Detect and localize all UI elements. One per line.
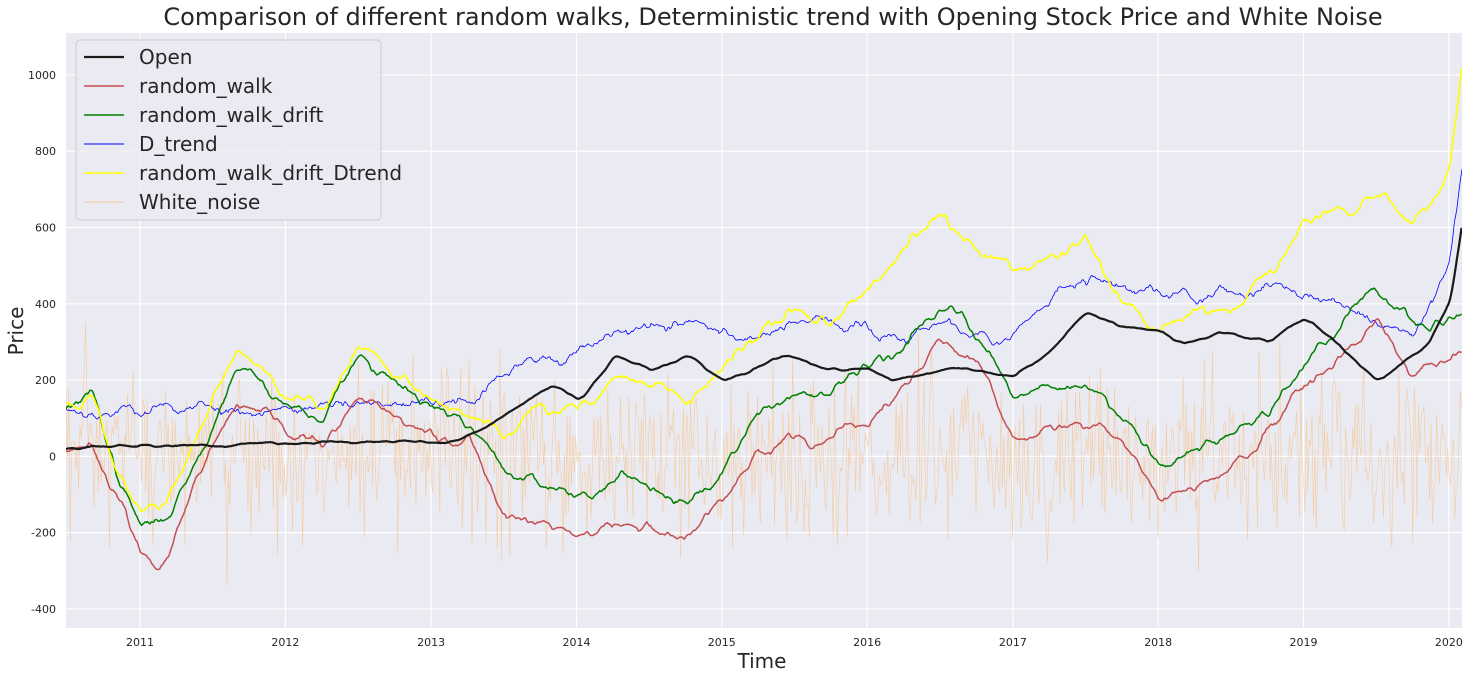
y-tick-label: 600 <box>35 222 56 235</box>
y-axis-label: Price <box>4 307 28 356</box>
x-tick-label: 2015 <box>708 636 736 649</box>
legend-label: random_walk_drift <box>139 103 323 127</box>
x-tick-label: 2020 <box>1435 636 1463 649</box>
x-tick-label: 2011 <box>126 636 154 649</box>
legend: Open random_walk random_walk_drift D_trendr… <box>75 39 402 221</box>
legend-label: D_trend <box>139 132 218 156</box>
legend-label: White_noise <box>139 190 260 214</box>
y-tick-label: 0 <box>49 450 56 463</box>
legend-label: random_walk_drift_Dtrend <box>139 161 402 185</box>
x-tick-label: 2014 <box>562 636 590 649</box>
y-tick-label: 200 <box>35 374 56 387</box>
y-tick-label: 1000 <box>28 69 56 82</box>
legend-label: random_walk <box>139 74 273 98</box>
y-tick-label: -400 <box>31 603 56 616</box>
series-line-D_trend <box>66 169 1462 420</box>
legend-label: Open <box>139 45 192 69</box>
series-line-random_walk <box>66 318 1462 571</box>
x-tick-label: 2019 <box>1290 636 1318 649</box>
legend-box <box>75 39 382 221</box>
chart-title: Comparison of different random walks, De… <box>163 3 1382 31</box>
series-line-random_walk_drift <box>66 287 1462 527</box>
y-tick-label: 400 <box>35 298 56 311</box>
series-line-White_noise <box>66 321 1462 586</box>
series-line-random_walk_drift_Dtrend <box>66 68 1462 513</box>
x-tick-label: 2013 <box>417 636 445 649</box>
series-line-Open <box>66 227 1462 451</box>
x-tick-label: 2017 <box>999 636 1027 649</box>
x-tick-label: 2018 <box>1144 636 1172 649</box>
y-tick-label: -200 <box>31 527 56 540</box>
y-tick-label: 800 <box>35 145 56 158</box>
x-axis-label: Time <box>737 649 787 673</box>
x-tick-label: 2016 <box>853 636 881 649</box>
x-tick-label: 2012 <box>271 636 299 649</box>
